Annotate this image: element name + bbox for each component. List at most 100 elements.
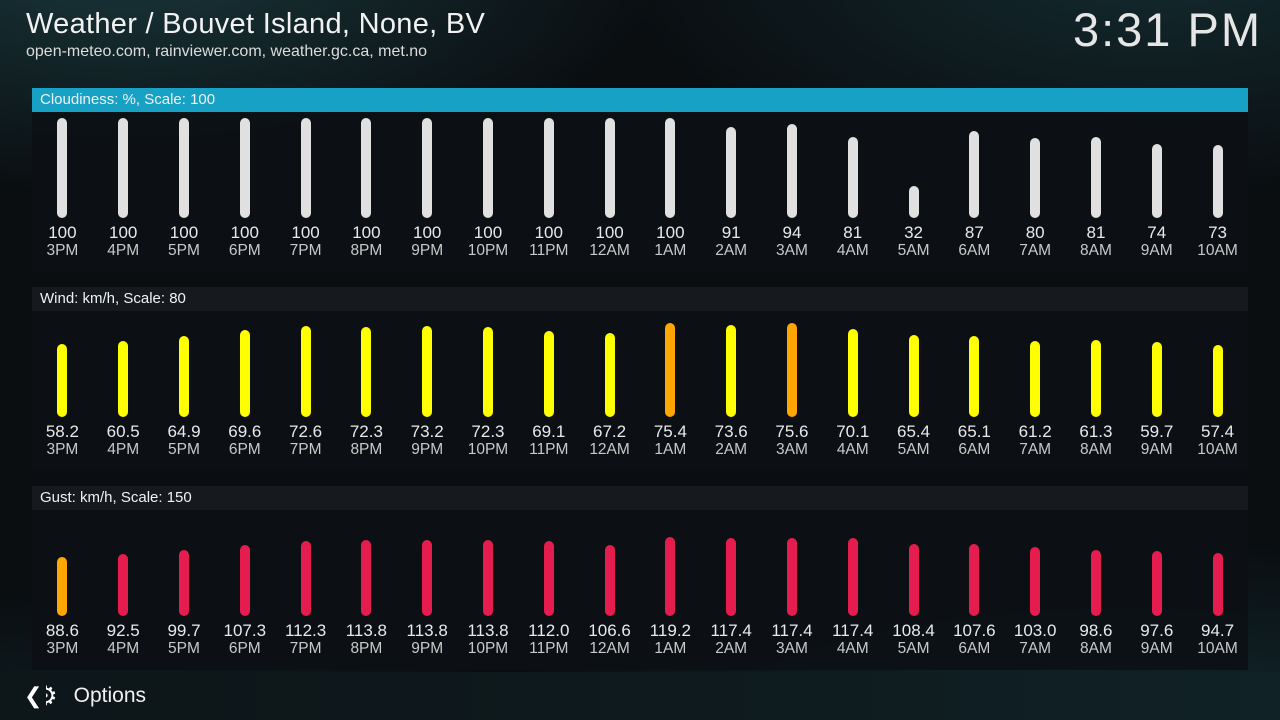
bar-time-label: 2AM <box>715 640 748 657</box>
bar-column: 81 4AM <box>822 112 883 272</box>
gust-bar <box>422 540 433 616</box>
wind-bar <box>1212 345 1223 417</box>
gust-bar <box>239 544 250 616</box>
bar-area <box>1030 311 1041 417</box>
options-button-label: Options <box>73 684 147 707</box>
bar-column: 94.7 10AM <box>1187 510 1248 670</box>
wind-bar <box>178 335 189 417</box>
bar-time-label: 5AM <box>897 640 930 657</box>
bar-value-label: 98.6 <box>1079 621 1113 640</box>
bar-time-label: 8PM <box>350 640 383 657</box>
chart-section-cloudiness[interactable]: Cloudiness: %, Scale: 100 100 3PM 100 4PM 100… <box>32 88 1248 272</box>
bar-value-label: 94 <box>782 223 802 242</box>
bar-time-label: 9AM <box>1140 640 1173 657</box>
wind-bar <box>239 330 250 417</box>
footer-bar: ❮ ⚙ Options <box>0 672 1280 720</box>
wind-bar <box>482 326 493 417</box>
bar-value-label: 117.4 <box>771 621 813 640</box>
gust-bar <box>1090 550 1101 616</box>
cloudiness-bar <box>786 124 797 218</box>
wind-bar <box>1090 340 1101 417</box>
bar-area <box>1030 510 1041 616</box>
bar-value-label: 100 <box>352 223 381 242</box>
options-button[interactable]: ❮ ⚙ Options <box>24 681 146 712</box>
cloudiness-bar <box>543 118 554 218</box>
bar-time-label: 7PM <box>289 441 322 458</box>
bar-area <box>422 311 433 417</box>
bar-column: 59.7 9AM <box>1126 311 1187 471</box>
bar-column: 98.6 8AM <box>1066 510 1127 670</box>
bar-time-label: 6AM <box>958 640 991 657</box>
bar-column: 100 7PM <box>275 112 336 272</box>
bar-column: 72.3 8PM <box>336 311 397 471</box>
bar-time-label: 9AM <box>1140 242 1173 259</box>
cloudiness-bar <box>178 118 189 218</box>
cloudiness-bar <box>361 118 372 218</box>
gust-bar <box>786 537 797 616</box>
clock: 3:31 PM <box>1072 3 1262 56</box>
bar-time-label: 5PM <box>168 441 200 458</box>
bar-column: 107.3 6PM <box>214 510 275 670</box>
bar-area <box>300 510 311 616</box>
bar-area <box>665 311 676 417</box>
bar-column: 113.8 10PM <box>458 510 519 670</box>
gust-bar <box>1030 547 1041 616</box>
bar-area <box>969 112 980 218</box>
bar-area <box>543 510 554 616</box>
chart-section-gust[interactable]: Gust: km/h, Scale: 150 88.6 3PM 92.5 4PM 99.7… <box>32 486 1248 670</box>
wind-bar <box>665 322 676 417</box>
chart-section-wind[interactable]: Wind: km/h, Scale: 80 58.2 3PM 60.5 4PM 64.9 5… <box>32 287 1248 471</box>
bar-column: 87 6AM <box>944 112 1005 272</box>
bar-column: 80 7AM <box>1005 112 1066 272</box>
bar-area <box>178 311 189 417</box>
bar-column: 74 9AM <box>1126 112 1187 272</box>
bar-value-label: 57.4 <box>1200 422 1235 441</box>
bar-column: 117.4 3AM <box>762 510 823 670</box>
bar-area <box>604 311 615 417</box>
wind-bar <box>118 341 129 417</box>
bar-value-label: 117.4 <box>832 621 874 640</box>
bar-area <box>847 510 858 616</box>
bar-time-label: 3PM <box>46 640 79 657</box>
bar-area <box>726 311 737 417</box>
bar-column: 91 2AM <box>701 112 762 272</box>
bar-time-label: 5PM <box>168 640 200 657</box>
bar-column: 100 9PM <box>397 112 458 272</box>
cloudiness-bar <box>847 137 858 218</box>
bar-column: 107.6 6AM <box>944 510 1005 670</box>
gust-bar <box>543 541 554 616</box>
bar-value-label: 117.4 <box>710 621 752 640</box>
bar-area <box>604 112 615 218</box>
bar-time-label: 2AM <box>715 242 748 259</box>
bar-time-label: 11PM <box>529 640 569 657</box>
bar-time-label: 3PM <box>46 441 79 458</box>
cloudiness-bar <box>300 118 311 218</box>
bar-area <box>665 510 676 616</box>
bar-column: 113.8 8PM <box>336 510 397 670</box>
bar-time-label: 10PM <box>467 441 509 458</box>
bar-time-label: 4PM <box>107 441 140 458</box>
gust-bar <box>969 544 980 616</box>
bar-value-label: 69.1 <box>532 422 566 441</box>
bar-value-label: 100 <box>109 223 138 242</box>
bar-column: 113.8 9PM <box>397 510 458 670</box>
bar-column: 65.1 6AM <box>944 311 1005 471</box>
bar-time-label: 7PM <box>289 640 322 657</box>
bar-column: 67.2 12AM <box>579 311 640 471</box>
bar-column: 117.4 2AM <box>701 510 762 670</box>
bar-column: 61.2 7AM <box>1005 311 1066 471</box>
gust-bar <box>178 549 189 616</box>
bar-area <box>786 510 797 616</box>
bar-area <box>726 112 737 218</box>
bar-area <box>1212 112 1223 218</box>
bar-column: 73.6 2AM <box>701 311 762 471</box>
bar-value-label: 100 <box>534 223 563 242</box>
bar-column: 119.2 1AM <box>640 510 701 670</box>
bar-column: 57.4 10AM <box>1187 311 1248 471</box>
bar-column: 75.4 1AM <box>640 311 701 471</box>
bar-area <box>482 112 493 218</box>
bar-value-label: 119.2 <box>649 621 691 640</box>
bar-column: 103.0 7AM <box>1005 510 1066 670</box>
bar-time-label: 10PM <box>467 242 509 259</box>
bar-value-label: 80 <box>1025 223 1045 242</box>
